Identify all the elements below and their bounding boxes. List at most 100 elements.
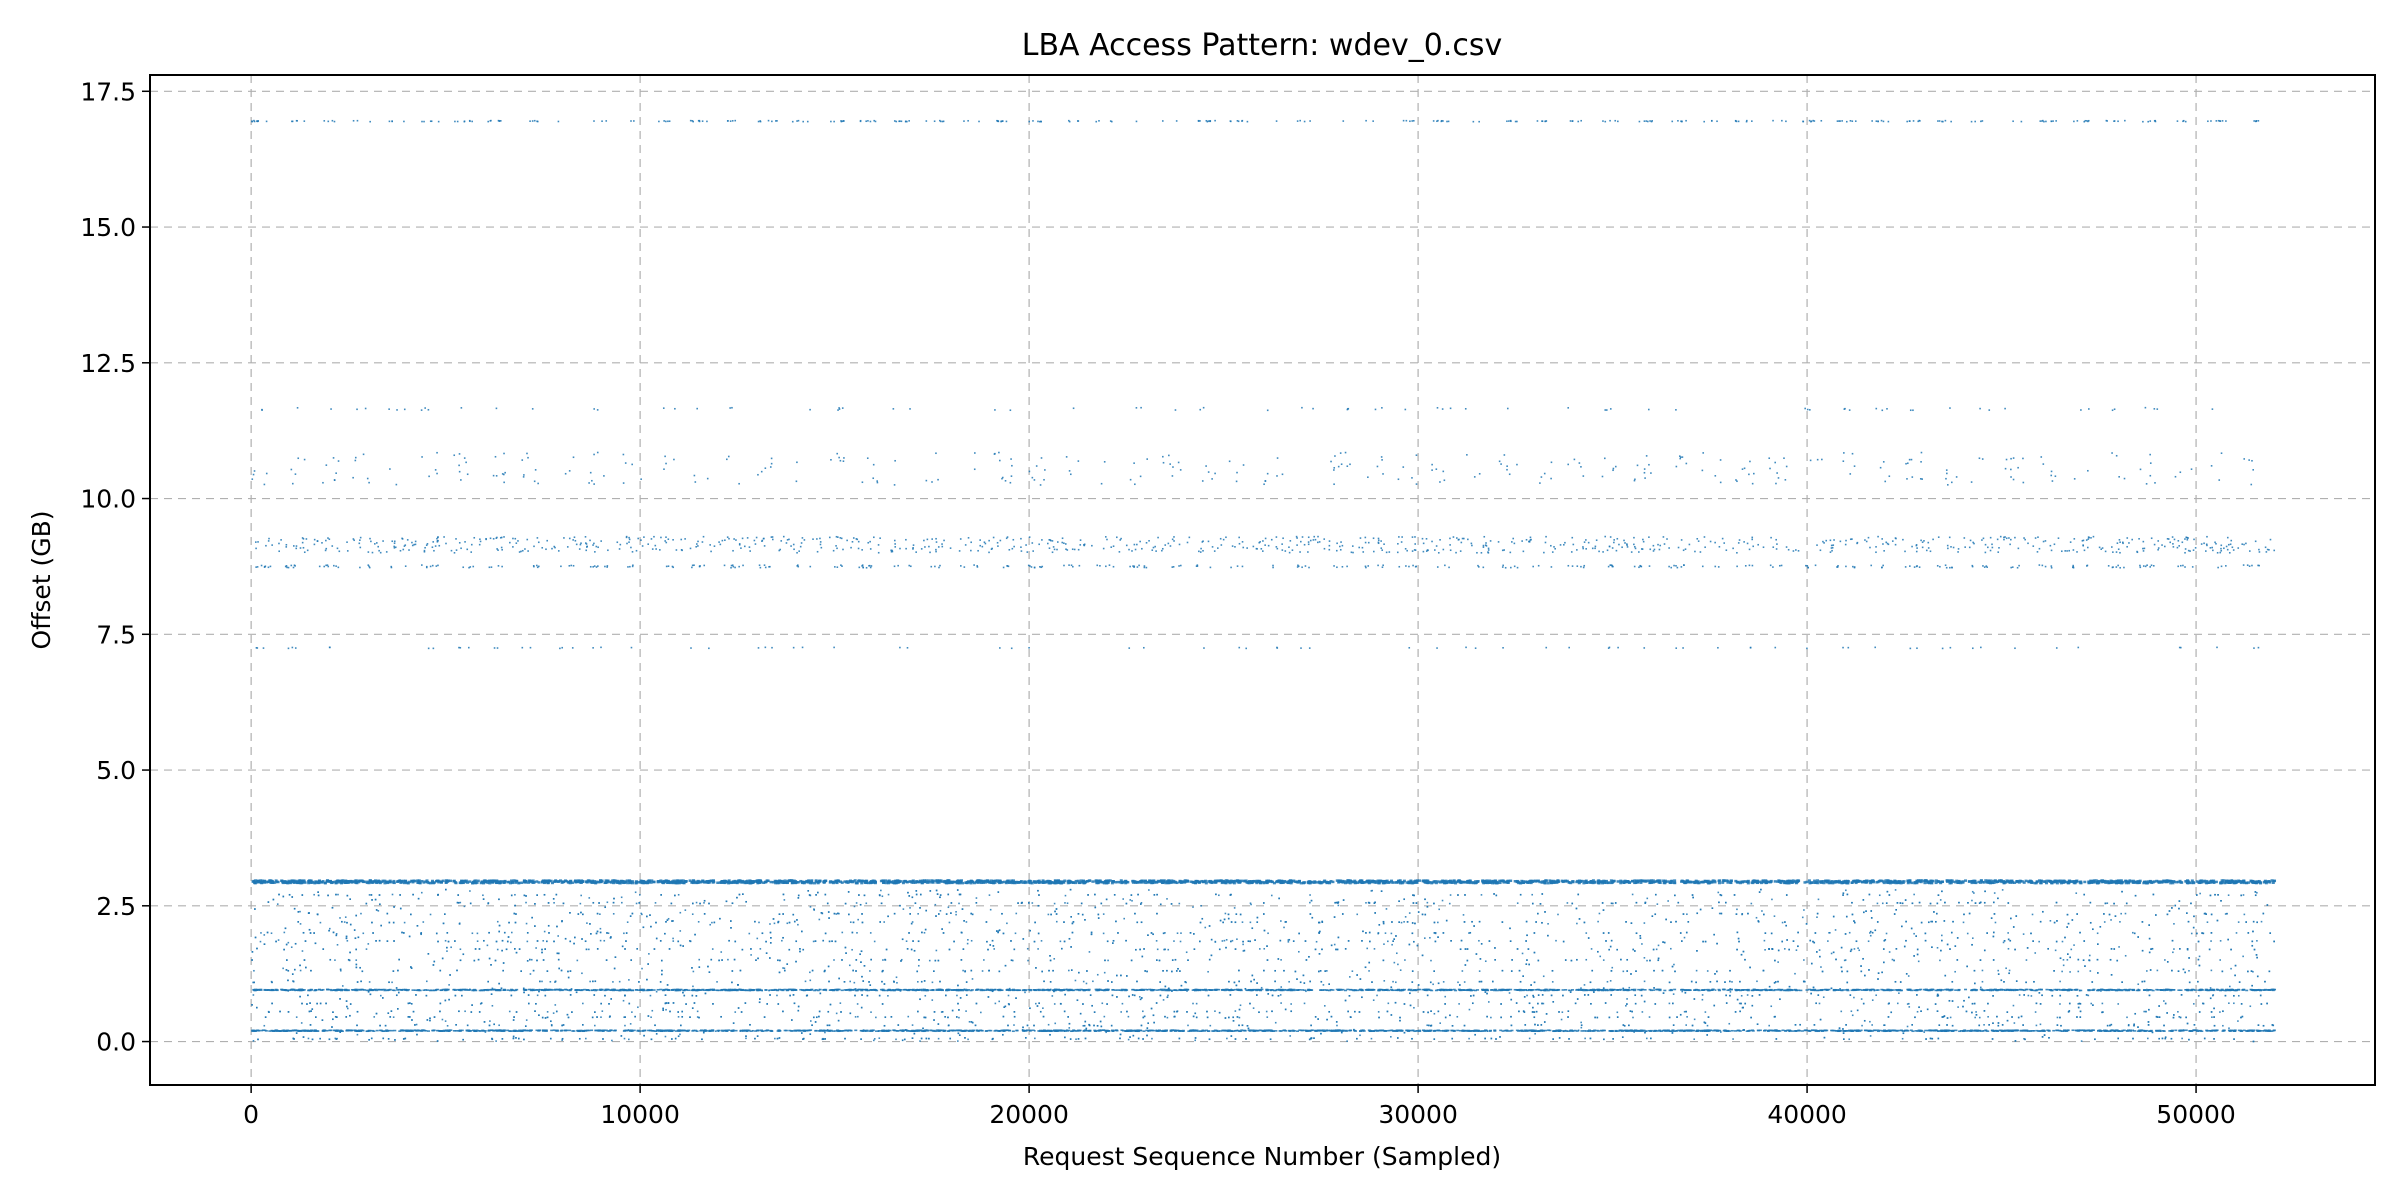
data-point — [1869, 881, 1873, 885]
data-point — [439, 881, 443, 884]
data-point — [471, 120, 473, 123]
data-point — [1421, 879, 1425, 883]
data-point — [1996, 538, 1999, 541]
data-point — [2215, 542, 2217, 545]
data-point — [1827, 879, 1831, 883]
data-point — [1645, 120, 1648, 122]
data-point — [1509, 551, 1512, 554]
data-point — [388, 120, 391, 123]
data-point — [568, 470, 571, 472]
data-point — [1368, 879, 1372, 882]
data-point — [1846, 879, 1850, 883]
data-point — [2203, 542, 2205, 545]
data-point — [861, 564, 864, 566]
data-point — [967, 119, 969, 122]
data-point — [865, 566, 868, 569]
data-point — [1161, 547, 1164, 550]
data-point — [271, 544, 273, 546]
data-point — [1502, 564, 1504, 567]
data-point — [1972, 541, 1974, 544]
data-point — [336, 547, 339, 550]
data-point — [2055, 647, 2058, 649]
data-point — [1030, 881, 1034, 885]
data-point — [1998, 547, 2000, 549]
data-point — [729, 881, 733, 885]
data-point — [1714, 541, 1716, 544]
data-point — [1205, 119, 1208, 122]
data-point — [1514, 120, 1517, 123]
data-point — [622, 453, 625, 456]
data-point — [2084, 119, 2087, 122]
data-point — [452, 879, 456, 883]
data-point — [976, 881, 980, 884]
data-point — [411, 880, 415, 884]
data-point — [1603, 457, 1606, 460]
data-point — [2178, 646, 2181, 649]
data-point — [270, 879, 274, 883]
data-point — [1415, 483, 1418, 485]
data-point — [1513, 542, 1516, 545]
data-point — [1636, 464, 1639, 467]
data-point — [941, 543, 943, 545]
data-point — [1487, 552, 1490, 554]
data-point — [1817, 898, 1820, 901]
data-point — [329, 879, 333, 883]
data-point — [1666, 880, 1670, 883]
data-point — [1506, 465, 1508, 468]
data-point — [1833, 881, 1837, 884]
data-point — [770, 457, 773, 460]
data-point — [628, 879, 632, 882]
data-point — [600, 540, 602, 542]
data-point — [664, 540, 666, 542]
data-point — [2254, 540, 2257, 543]
data-point — [1648, 879, 1652, 883]
data-point — [913, 881, 917, 884]
data-point — [2216, 551, 2219, 554]
data-point — [1615, 549, 1618, 552]
data-point — [853, 879, 857, 882]
data-point — [1204, 881, 1208, 885]
data-point — [1474, 647, 1477, 649]
data-point — [1039, 880, 1043, 884]
data-point — [1528, 540, 1531, 543]
data-point — [891, 880, 895, 883]
data-point — [1169, 463, 1171, 465]
data-point — [697, 540, 699, 543]
data-point — [690, 881, 694, 884]
data-point — [761, 540, 763, 542]
data-point — [1460, 541, 1463, 544]
data-point — [441, 879, 445, 883]
data-point — [464, 880, 468, 884]
data-point — [2214, 880, 2218, 884]
data-point — [1346, 465, 1349, 467]
data-point — [1050, 539, 1052, 542]
data-point — [594, 551, 596, 553]
data-point — [1878, 879, 1882, 882]
data-point — [941, 120, 944, 123]
data-point — [460, 547, 462, 550]
data-point — [2012, 478, 2015, 481]
data-point — [1402, 466, 1405, 468]
data-point — [1487, 549, 1490, 551]
data-point — [1971, 647, 1974, 650]
data-point — [1912, 120, 1915, 122]
data-point — [1213, 550, 1216, 552]
data-point — [763, 545, 766, 547]
data-point — [1703, 120, 1705, 123]
data-point — [1157, 536, 1159, 539]
data-point — [2003, 536, 2005, 539]
data-point — [1381, 566, 1384, 569]
data-point — [877, 544, 880, 546]
data-point — [603, 475, 605, 477]
data-point — [1540, 881, 1544, 884]
data-point — [762, 537, 765, 540]
data-point — [1639, 564, 1641, 567]
data-point — [297, 457, 300, 460]
data-point — [943, 879, 947, 883]
data-point — [568, 565, 571, 567]
data-point — [771, 120, 773, 123]
data-point — [701, 541, 704, 543]
data-point — [2156, 880, 2160, 883]
data-point — [1876, 880, 1880, 884]
data-point — [1170, 880, 1174, 884]
